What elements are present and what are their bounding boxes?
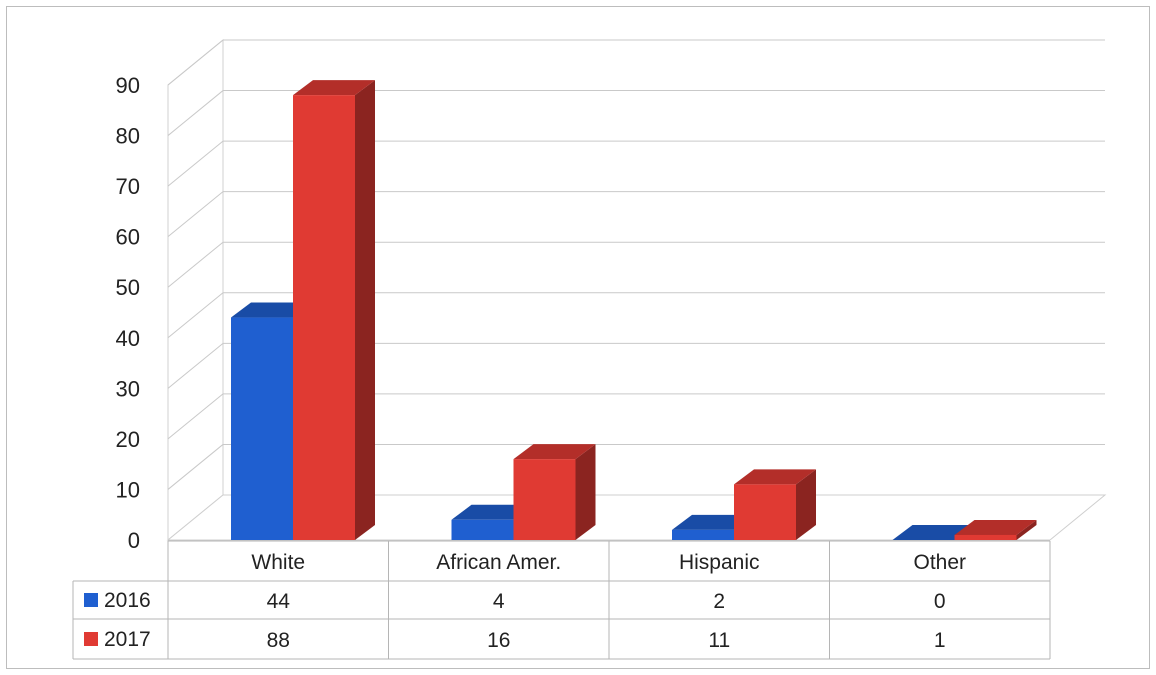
y-tick-label: 20 xyxy=(116,427,140,452)
table-cell-value: 16 xyxy=(487,629,510,652)
y-tick-label: 60 xyxy=(116,225,140,250)
table-cell-value: 1 xyxy=(934,629,946,652)
category-label: Hispanic xyxy=(679,551,760,574)
y-tick-label: 40 xyxy=(116,326,140,351)
bar-side xyxy=(355,80,375,540)
bar-top xyxy=(672,514,754,530)
gridline-side xyxy=(167,191,224,238)
bar-2016 xyxy=(451,519,514,540)
gridline-side xyxy=(167,140,224,187)
y-tick-label: 80 xyxy=(116,124,140,149)
table-cell-value: 44 xyxy=(267,590,291,613)
bar-side xyxy=(1016,519,1037,540)
gridline-side xyxy=(167,90,224,136)
table-cell-value: 11 xyxy=(708,629,730,652)
gridline-side xyxy=(167,393,224,440)
y-tick-label: 50 xyxy=(116,275,140,300)
legend-label: 2017 xyxy=(104,628,151,651)
legend-swatch xyxy=(84,632,98,646)
legend-label: 2016 xyxy=(104,589,151,612)
bar-2017 xyxy=(513,459,576,540)
bar-2016 xyxy=(231,317,293,540)
bar-side xyxy=(575,444,596,540)
bar-2017 xyxy=(954,534,1017,540)
side-wall xyxy=(167,38,224,542)
table-cell-value: 0 xyxy=(934,590,946,613)
bar-2017 xyxy=(293,95,355,540)
category-label: African Amer. xyxy=(436,551,561,574)
table-cell-value: 88 xyxy=(267,629,290,652)
table-cell-value: 4 xyxy=(493,590,505,613)
y-tick-label: 30 xyxy=(116,376,140,401)
bar-side xyxy=(796,469,816,540)
bar-top xyxy=(293,80,375,96)
category-label: White xyxy=(251,551,305,574)
bar-top xyxy=(451,504,534,520)
bar-top xyxy=(513,444,596,460)
table-cell-value: 2 xyxy=(713,590,725,613)
y-tick-label: 70 xyxy=(116,174,140,199)
gridline-side xyxy=(167,444,224,490)
legend-swatch xyxy=(84,593,98,607)
bar-top xyxy=(231,302,313,318)
gridline-side xyxy=(167,292,224,339)
y-tick-label: 0 xyxy=(128,528,140,553)
y-tick-label: 10 xyxy=(116,477,140,502)
gridline-side xyxy=(167,342,224,389)
bar-top xyxy=(954,519,1037,535)
bar-2017 xyxy=(734,484,796,540)
category-label: Other xyxy=(913,551,966,574)
gridline-side xyxy=(167,241,224,288)
gridline-side xyxy=(167,39,224,86)
bar-top xyxy=(892,525,975,540)
bar-top xyxy=(734,469,816,485)
bar-2016 xyxy=(672,529,734,540)
y-tick-label: 90 xyxy=(116,73,140,98)
